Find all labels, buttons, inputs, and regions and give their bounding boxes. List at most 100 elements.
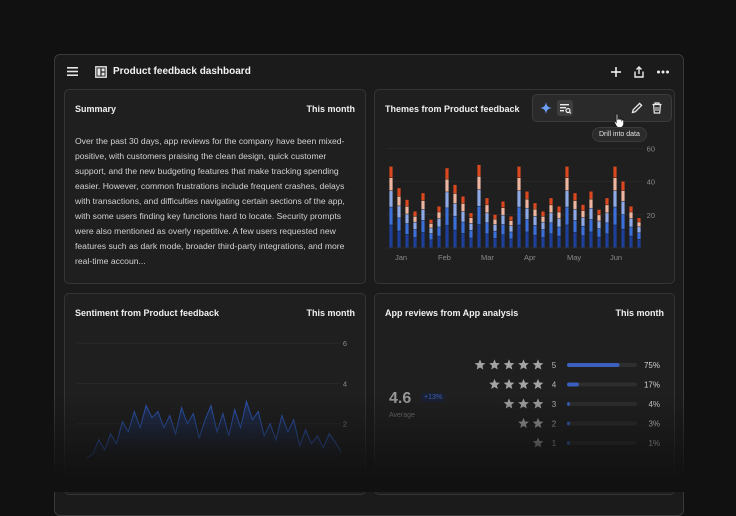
bar-segment [605,205,609,213]
bar-segment [445,192,449,208]
bar-segment [557,206,561,212]
summary-panel: Summary This month Over the past 30 days… [64,89,366,284]
bar [485,198,489,248]
y-tick-label: 40 [647,178,655,187]
x-tick-label: Jun [610,253,622,262]
more-icon[interactable] [656,65,670,79]
y-tick-label: 60 [647,144,655,153]
rating-row: 3 4% [503,398,660,409]
rating-bar-fill [567,363,620,367]
y-tick-label: 20 [647,211,655,220]
bar-segment [469,217,473,224]
bar-segment [541,229,545,238]
bar [525,191,529,248]
bar [533,203,537,248]
bar [517,166,521,248]
sentiment-area [87,401,341,464]
rating-bar-fill [567,441,570,445]
bar-segment [597,215,601,221]
rating-label: 1 [552,439,557,448]
menu-icon[interactable] [67,66,79,77]
bar-segment [589,199,593,208]
bar-segment [413,237,417,248]
sentiment-period: This month [306,308,356,318]
bar-segment [477,206,481,225]
chart-toolbar [532,94,672,122]
bar-segment [605,198,609,205]
x-tick-label: Apr [524,253,536,262]
bar-segment [557,236,561,248]
bar [621,181,625,248]
star-icon [518,417,529,429]
bar-segment [453,193,457,204]
bar-segment [453,230,457,248]
bar-segment [453,184,457,194]
bar-segment [397,188,401,197]
bar-segment [541,211,545,217]
drill-into-data-icon[interactable] [557,100,573,116]
themes-title: Themes from Product feedback [385,104,520,114]
bar-segment [565,166,569,178]
bar-segment [429,223,433,228]
rating-label: 5 [552,361,557,370]
tooltip: Drill into data [592,127,647,142]
rating-bar-track [567,382,637,387]
bar-segment [437,236,441,248]
rating-bar-fill [567,382,579,387]
sparkle-icon[interactable] [538,100,554,116]
bar-segment [405,214,409,224]
bar-segment [525,219,529,232]
star-icon [518,398,529,409]
rating-bar-track [567,421,637,426]
bar-segment [597,209,601,215]
bar-segment [629,218,633,227]
rating-row: 1 1% [532,437,660,448]
rating-bar-fill [567,421,570,426]
bar-segment [589,232,593,248]
delete-icon[interactable] [649,100,665,116]
rating-label: 4 [552,381,557,390]
star-icon [503,398,515,409]
bar-segment [453,203,457,216]
star-icon [532,359,544,370]
bar-segment [613,191,617,207]
bar-segment [517,177,521,191]
bar-segment [637,227,641,233]
sentiment-title: Sentiment from Product feedback [75,308,220,318]
bar-segment [541,216,545,222]
bar-segment [637,222,641,227]
bar-segment [573,209,577,221]
bar-segment [557,227,561,236]
star-icon [489,359,500,370]
y-tick-label: 2 [343,420,347,429]
add-icon[interactable] [609,65,623,79]
y-tick-label: 4 [343,379,347,388]
bar-segment [573,232,577,248]
bar [437,206,441,248]
rating-percent: 75% [644,361,660,370]
bar-segment [501,215,505,225]
edit-icon[interactable] [629,100,645,116]
bar [509,216,513,248]
bar-segment [597,237,601,248]
bar-segment [421,232,425,248]
bar-segment [621,181,625,191]
bar-segment [453,216,457,230]
summary-text: Over the past 30 days, app reviews for t… [75,136,345,266]
themes-chart[interactable]: 60 40 20 Jan Feb Mar Apr May Jun [375,90,674,283]
bar [477,164,481,248]
summary-title: Summary [75,104,117,114]
star-icon [532,437,544,448]
bar-segment [461,203,465,212]
bar-segment [469,213,473,218]
bar-segment [493,214,497,219]
bar-segment [613,225,617,248]
star-icon [503,378,515,390]
bar-segment [413,229,417,238]
share-icon[interactable] [632,65,646,79]
sentiment-chart[interactable]: 6 4 2 [65,294,365,494]
rating-percent: 17% [644,381,660,390]
star-icon [518,359,529,370]
bar-segment [469,238,473,248]
bar-segment [445,168,449,179]
